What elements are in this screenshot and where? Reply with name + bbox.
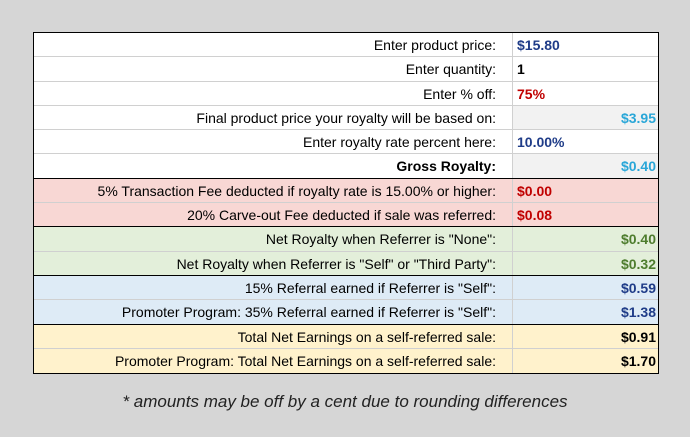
table-row: Net Royalty when Referrer is "Self" or "…	[34, 251, 658, 276]
row-label: Enter quantity:	[405, 61, 496, 78]
table-row: 20% Carve-out Fee deducted if sale was r…	[34, 203, 658, 228]
table-row: Enter quantity: 1	[34, 57, 658, 82]
table-row: Enter % off: 75%	[34, 81, 658, 106]
row-label: Promoter Program: 35% Referral earned if…	[121, 304, 496, 321]
row-value: $0.40	[512, 154, 658, 178]
row-value: $0.00	[512, 178, 658, 203]
row-value: $0.08	[512, 203, 658, 227]
row-value: 10.00%	[512, 130, 658, 154]
table-row: Final product price your royalty will be…	[34, 105, 658, 131]
row-label: Net Royalty when Referrer is "Self" or "…	[176, 255, 496, 272]
row-value: $1.70	[512, 348, 658, 374]
table-row: Total Net Earnings on a self-referred sa…	[34, 324, 658, 349]
row-label: Enter product price:	[373, 37, 496, 53]
table-row: Enter royalty rate percent here: 10.00%	[34, 130, 658, 155]
row-label: Promoter Program: Total Net Earnings on …	[114, 352, 496, 369]
table-row: Net Royalty when Referrer is "None": $0.4…	[34, 227, 658, 252]
row-label: Net Royalty when Referrer is "None":	[265, 231, 496, 248]
row-value: $1.38	[512, 300, 658, 324]
row-label: 20% Carve-out Fee deducted if sale was r…	[187, 207, 496, 224]
table-row: Gross Royalty: $0.40	[34, 154, 658, 179]
table-row: 5% Transaction Fee deducted if royalty r…	[34, 178, 658, 204]
table-row: Enter product price: $15.80	[34, 33, 658, 58]
table-row: Promoter Program: 35% Referral earned if…	[34, 300, 658, 325]
table-row: 15% Referral earned if Referrer is "Self…	[34, 275, 658, 301]
row-label: 5% Transaction Fee deducted if royalty r…	[97, 182, 496, 199]
footnote: * amounts may be off by a cent due to ro…	[122, 392, 568, 411]
table-row: Promoter Program: Total Net Earnings on …	[34, 348, 658, 374]
royalty-table: Enter product price: $15.80 Enter quantity…	[33, 32, 659, 375]
row-value: $0.32	[512, 251, 658, 275]
row-label: Total Net Earnings on a self-referred sa…	[237, 328, 496, 345]
row-value: 75%	[512, 81, 658, 105]
row-value: $15.80	[512, 33, 658, 57]
row-value: 1	[512, 57, 658, 81]
row-label: Enter % off:	[423, 85, 496, 102]
row-label: 15% Referral earned if Referrer is "Self…	[244, 279, 496, 296]
row-value: $0.91	[512, 324, 658, 348]
row-label: Enter royalty rate percent here:	[303, 134, 496, 151]
row-value: $3.95	[512, 105, 658, 130]
row-label: Gross Royalty:	[396, 158, 496, 175]
row-value: $0.59	[512, 275, 658, 300]
row-value: $0.40	[512, 227, 658, 251]
row-label: Final product price your royalty will be…	[196, 109, 496, 126]
